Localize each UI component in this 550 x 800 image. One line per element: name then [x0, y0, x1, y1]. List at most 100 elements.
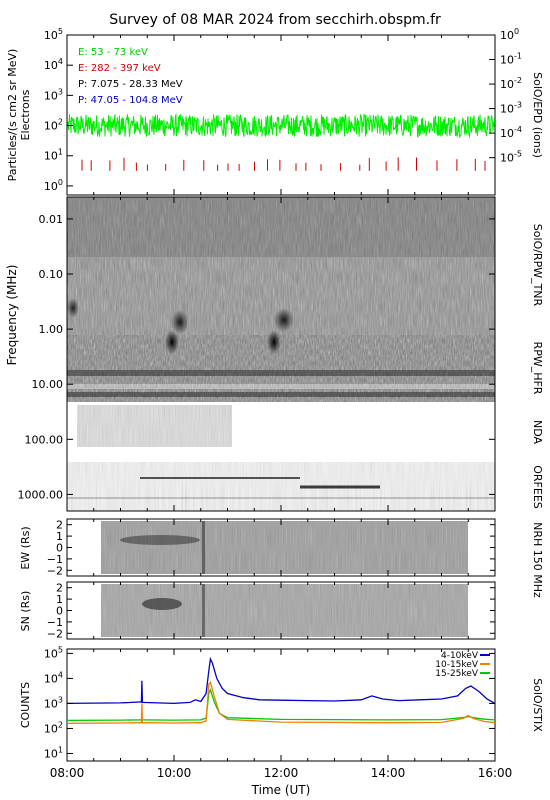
- nrh-ew-y-tick-label: −2: [47, 564, 63, 577]
- nrh-sn-y-tick-label: −2: [47, 627, 63, 640]
- nrh-ew-panel: 210−1−2 EW (Rs) NRH 150 MHz: [19, 518, 544, 598]
- stix-series-4-10keV: [66, 656, 496, 705]
- burst-2b: [267, 330, 281, 354]
- stix-plot-frame: [66, 648, 496, 762]
- nrh-sn-y-ticks: 210−1−2: [47, 582, 495, 640]
- tnr-low-band: [67, 197, 495, 257]
- epd-right-tick-label: 10-1: [500, 52, 522, 67]
- freq-y-tick-label: 0.01: [39, 213, 64, 226]
- stix-legend-label: 4-10keV: [441, 651, 479, 661]
- nrh-sn-y-tick-label: 0: [56, 605, 63, 618]
- orfees-label: ORFEES: [531, 465, 544, 509]
- freq-y-tick-label: 10.00: [32, 378, 64, 391]
- epd-plot-frame: [66, 34, 496, 196]
- stix-y-tick-label: 101: [44, 745, 63, 760]
- stix-legend-label: 15-25keV: [435, 669, 479, 679]
- nrh-sn-texture: [101, 584, 468, 637]
- stix-y-ticks: 101 102 103 104 105: [44, 645, 495, 760]
- time-tick-label: 08:00: [50, 766, 85, 780]
- nda-label: NDA: [531, 420, 544, 445]
- nrh-sn-flare-line: [202, 584, 205, 637]
- epd-legend-2: E: 282 - 397 keV: [78, 63, 161, 74]
- stix-series-group: [66, 656, 496, 724]
- nrh-sn-panel: 210−1−2 SN (Rs): [19, 581, 496, 640]
- stix-y-tick-label: 104: [44, 670, 63, 685]
- nrh-sn-ylabel: SN (Rs): [19, 591, 32, 632]
- epd-y-tick-label: 103: [44, 87, 63, 102]
- stix-right-label: SolO/STIX: [531, 678, 544, 732]
- epd-y-tick-label: 102: [44, 118, 63, 133]
- orfees-spectrum: [67, 462, 495, 511]
- nrh-sn-y-tick-label: −1: [47, 616, 63, 629]
- nrh-ew-y-ticks: 210−1−2: [47, 519, 495, 577]
- stix-legend-label: 10-15keV: [435, 660, 479, 670]
- stix-y-tick-label: 102: [44, 720, 63, 735]
- frequency-y-ticks: 0.01 0.10 1.00 10.00 100.00 1000.00: [18, 213, 495, 501]
- stix-ylabel: COUNTS: [19, 682, 32, 728]
- nrh-sn-source: [142, 598, 182, 610]
- burst-1b: [165, 330, 179, 354]
- epd-y-tick-label: 100: [44, 178, 63, 193]
- time-tick-label: 10:00: [157, 766, 192, 780]
- time-axis: 08:00 10:00 12:00 14:00 16:00: [50, 35, 513, 780]
- stix-y-tick-label: 105: [44, 645, 63, 660]
- epd-legend-1: E: 53 - 73 keV: [78, 47, 148, 58]
- epd-right-tick-label: 10-5: [500, 150, 522, 165]
- burst-2a: [274, 308, 294, 332]
- nda-spectrum: [77, 405, 232, 447]
- epd-right-tick-label: 10-3: [500, 101, 522, 116]
- hfr-dark-band-1: [67, 370, 495, 376]
- epd-y-tick-label: 101: [44, 148, 63, 163]
- nrh-ew-ylabel: EW (Rs): [19, 526, 32, 569]
- frequency-ylabel: Frequency (MHz): [5, 265, 19, 366]
- stix-series-10-15keV: [66, 681, 496, 724]
- nrh-ew-y-tick-label: 1: [56, 530, 63, 543]
- epd-right-tick-label: 10-2: [500, 76, 522, 91]
- epd-right-tick-label: 100: [500, 27, 519, 42]
- time-tick-label: 14:00: [371, 766, 406, 780]
- time-tick-label: 16:00: [478, 766, 513, 780]
- epd-right-label: SolO/EPD (ions): [531, 72, 544, 158]
- epd-legend-4: P: 47.05 - 104.8 MeV: [78, 95, 183, 106]
- epd-y-ticks: 100 101 102 103 104 105: [44, 27, 73, 193]
- epd-legend-3: P: 7.075 - 28.33 MeV: [78, 79, 183, 90]
- radio-bursts: [67, 298, 294, 354]
- nrh-ew-y-tick-label: −1: [47, 553, 63, 566]
- freq-y-tick-label: 0.10: [39, 268, 64, 281]
- time-axis-label: Time (UT): [251, 783, 311, 797]
- hfr-light-band: [67, 384, 495, 389]
- hfr-dark-band-2: [67, 392, 495, 397]
- freq-y-tick-label: 100.00: [25, 433, 64, 446]
- nrh-ew-y-tick-label: 2: [56, 519, 63, 532]
- nrh-sn-y-tick-label: 2: [56, 582, 63, 595]
- nrh-ew-source: [120, 535, 200, 545]
- nrh-ew-texture: [101, 521, 468, 574]
- nrh-ew-flare-line: [202, 521, 205, 574]
- burst-1a: [171, 310, 189, 334]
- burst-0: [67, 298, 79, 318]
- freq-y-tick-label: 1.00: [39, 323, 64, 336]
- epd-right-tick-label: 10-4: [500, 125, 522, 140]
- tnr-label: SolO/RPW_TNR: [531, 224, 544, 307]
- hfr-label: RPW_HFR: [531, 342, 544, 395]
- stix-y-tick-label: 103: [44, 695, 63, 710]
- epd-right-y-ticks: 10-5 10-4 10-3 10-2 10-1 100: [489, 27, 522, 165]
- hfr-spectrum: [67, 335, 495, 402]
- freq-y-tick-label: 1000.00: [18, 488, 64, 501]
- nrh-sn-y-tick-label: 1: [56, 593, 63, 606]
- nrh-label: NRH 150 MHz: [531, 522, 544, 598]
- epd-electron-low-series: [67, 113, 495, 139]
- stix-series-15-25keV: [66, 687, 496, 722]
- epd-electron-high-series: [81, 157, 486, 171]
- epd-y-tick-label: 104: [44, 57, 63, 72]
- radio-spectrum-panel: 0.01 0.10 1.00 10.00 100.00 1000.00 Frequency…: [5, 196, 544, 512]
- figure-title: Survey of 08 MAR 2024 from secchirh.obsp…: [109, 12, 441, 28]
- epd-y-tick-label: 105: [44, 27, 63, 42]
- epd-ylabel-2: Electrons: [19, 89, 32, 140]
- epd-ylabel: Particles/(s cm2 sr MeV): [6, 49, 19, 182]
- nrh-ew-y-tick-label: 0: [56, 542, 63, 555]
